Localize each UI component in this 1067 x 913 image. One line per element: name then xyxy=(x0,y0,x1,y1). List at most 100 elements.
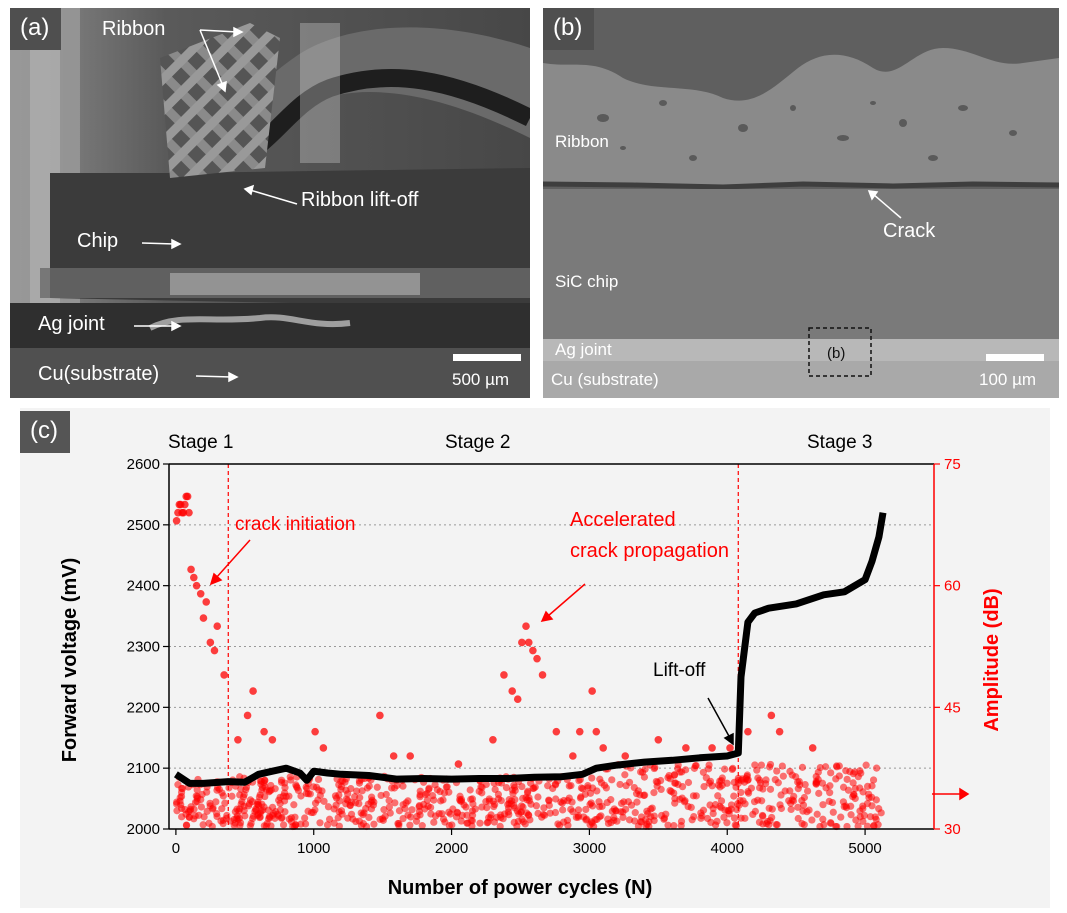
amplitude-point xyxy=(794,785,802,793)
amplitude-point xyxy=(423,796,431,804)
panel-a-sem-picture xyxy=(10,8,530,398)
amplitude-point xyxy=(856,813,864,821)
amplitude-point xyxy=(511,783,519,791)
amplitude-point xyxy=(866,813,875,821)
ag-joint-annotation: Ag joint xyxy=(38,313,105,335)
amplitude-point xyxy=(730,792,738,800)
amplitude-point xyxy=(840,802,848,811)
amplitude-point xyxy=(555,821,564,829)
amplitude-point xyxy=(619,813,627,822)
amplitude-point xyxy=(604,819,613,828)
amplitude-peak-point xyxy=(744,727,752,736)
amplitude-point xyxy=(217,817,225,825)
inset-box-label: (b) xyxy=(827,345,846,362)
amplitude-point xyxy=(643,820,651,828)
amplitude-peak-point xyxy=(575,727,584,736)
x-tick-label: 3000 xyxy=(573,840,606,857)
amplitude-peak-point xyxy=(513,695,522,704)
amplitude-point xyxy=(808,816,816,824)
amplitude-peak-point xyxy=(529,646,537,655)
amplitude-point xyxy=(316,819,324,827)
amplitude-peak-point xyxy=(489,735,497,744)
ribbon-annotation: Ribbon xyxy=(102,18,166,40)
amplitude-point xyxy=(208,805,217,813)
amplitude-point xyxy=(276,799,284,808)
amplitude-point xyxy=(358,787,366,795)
amplitude-point xyxy=(551,808,560,817)
amplitude-point xyxy=(197,795,205,804)
panel-c-label: (c) xyxy=(20,411,70,453)
amplitude-point xyxy=(323,821,332,829)
amplitude-point xyxy=(490,802,498,811)
amplitude-peak-point xyxy=(454,760,463,768)
amplitude-point xyxy=(813,810,821,818)
amplitude-point xyxy=(463,819,471,827)
amplitude-point xyxy=(705,761,713,769)
amplitude-point xyxy=(391,799,399,807)
amplitude-point xyxy=(518,815,526,823)
amplitude-peak-point xyxy=(533,654,541,663)
cu-substrate-annotation: Cu(substrate) xyxy=(38,363,160,385)
panel-c-chart: 0 1000 2000 3000 4000 5000 2000 2100 2200 2300 240… xyxy=(20,408,1050,908)
amplitude-point xyxy=(818,779,827,787)
amplitude-point xyxy=(677,817,686,825)
amplitude-point xyxy=(279,821,288,829)
amplitude-point xyxy=(502,783,511,792)
amplitude-point xyxy=(408,806,416,814)
amplitude-point xyxy=(671,799,679,807)
amplitude-point xyxy=(445,822,453,830)
amplitude-point xyxy=(720,813,728,821)
amplitude-point xyxy=(173,807,181,815)
amplitude-point xyxy=(703,814,712,823)
amplitude-point xyxy=(430,818,438,826)
amplitude-point xyxy=(837,813,845,821)
amplitude-point xyxy=(872,764,881,772)
amplitude-point xyxy=(200,813,208,821)
amplitude-point xyxy=(815,789,823,797)
amplitude-point xyxy=(602,784,610,792)
amplitude-peak-point xyxy=(249,687,257,695)
amplitude-peak-point xyxy=(213,622,222,631)
amplitude-point xyxy=(744,789,753,797)
amplitude-point xyxy=(413,812,421,821)
amplitude-peak-point xyxy=(524,638,533,647)
y2-tick-label: 45 xyxy=(944,699,961,716)
amplitude-point xyxy=(193,786,201,794)
amplitude-peak-point xyxy=(376,711,384,720)
amplitude-point xyxy=(827,819,835,828)
amplitude-point xyxy=(440,789,449,797)
amplitude-point xyxy=(619,808,627,816)
amplitude-point xyxy=(650,789,658,797)
amplitude-point xyxy=(862,761,870,769)
amplitude-point xyxy=(365,782,373,790)
amplitude-point xyxy=(588,774,596,782)
amplitude-point xyxy=(716,777,724,785)
amplitude-point xyxy=(240,802,248,810)
amplitude-point xyxy=(235,814,244,822)
amplitude-point xyxy=(203,788,211,796)
amplitude-point xyxy=(849,779,857,787)
amplitude-point xyxy=(666,787,674,795)
amplitude-point xyxy=(868,802,876,810)
amplitude-peak-point xyxy=(726,744,734,752)
amplitude-point xyxy=(766,763,774,771)
amplitude-point xyxy=(206,799,214,807)
amplitude-point xyxy=(819,815,827,823)
amplitude-point xyxy=(532,802,541,810)
amplitude-point xyxy=(254,800,262,809)
amplitude-point xyxy=(576,794,585,802)
amplitude-point xyxy=(540,804,548,812)
amplitude-point xyxy=(301,814,309,822)
amplitude-point xyxy=(826,789,834,797)
amplitude-point xyxy=(225,784,233,792)
amplitude-point xyxy=(223,811,231,820)
amplitude-point xyxy=(574,806,583,814)
amplitude-point xyxy=(559,806,567,814)
amplitude-point xyxy=(820,821,828,829)
amplitude-peak-point xyxy=(552,727,561,736)
amplitude-point xyxy=(587,799,595,807)
amplitude-point xyxy=(587,818,596,826)
amplitude-point xyxy=(287,776,295,784)
x-tick-label: 1000 xyxy=(297,840,330,857)
stage-2-label: Stage 2 xyxy=(445,432,511,453)
